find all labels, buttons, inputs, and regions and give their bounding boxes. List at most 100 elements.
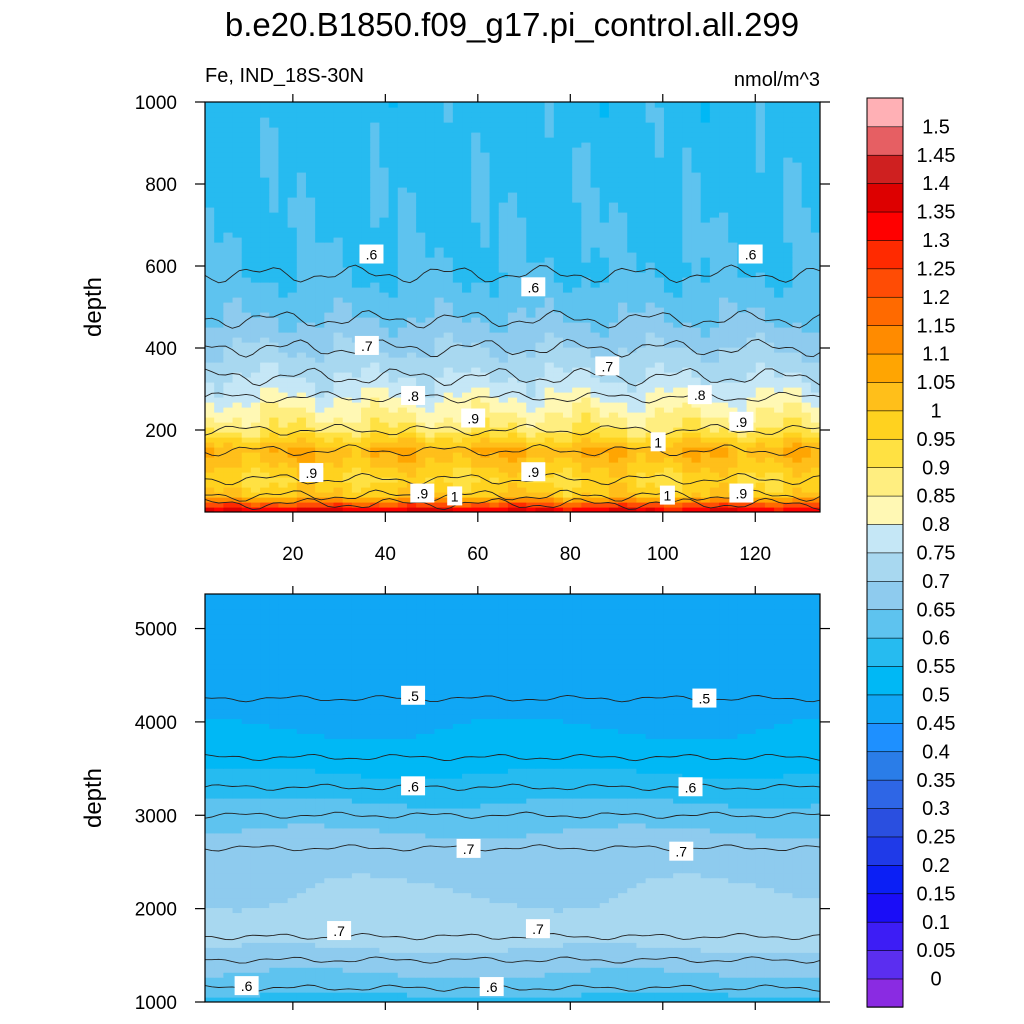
field-cell: [663, 282, 674, 288]
field-cell: [562, 437, 573, 443]
field-cell: [361, 137, 371, 143]
field-cell: [232, 227, 243, 233]
field-cell: [728, 202, 738, 208]
field-cell: [700, 372, 711, 378]
field-cell: [397, 282, 408, 288]
field-cell: [452, 237, 463, 243]
field-cell: [673, 282, 683, 288]
field-cell: [737, 407, 748, 413]
field-cell: [351, 237, 362, 243]
field-cell: [471, 282, 481, 288]
field-cell: [535, 432, 546, 438]
field-cell: [278, 372, 289, 378]
field-cell: [581, 232, 592, 238]
field-cell: [489, 332, 500, 338]
field-cell: [260, 267, 270, 273]
field-cell: [801, 257, 812, 263]
field-cell: [719, 367, 729, 373]
field-cell: [232, 222, 243, 228]
field-cell: [324, 212, 335, 218]
field-cell: [351, 452, 362, 458]
field-cell: [379, 182, 390, 188]
field-cell: [260, 302, 270, 308]
field-cell: [719, 237, 729, 243]
field-cell: [260, 362, 270, 368]
field-cell: [361, 182, 371, 188]
field-cell: [608, 417, 619, 423]
field-cell: [388, 267, 399, 273]
field-cell: [636, 477, 647, 483]
field-cell: [370, 177, 381, 183]
field-cell: [627, 302, 638, 308]
field-cell: [471, 182, 481, 188]
field-cell: [618, 457, 628, 463]
field-cell: [507, 477, 518, 483]
field-cell: [608, 312, 619, 318]
field-cell: [379, 302, 390, 308]
field-cell: [305, 322, 316, 328]
field-cell: [562, 367, 573, 373]
field-cell: [425, 192, 436, 198]
field-cell: [379, 162, 390, 168]
field-cell: [700, 452, 711, 458]
field-cell: [223, 217, 234, 223]
field-cell: [462, 472, 472, 478]
field-cell: [388, 382, 399, 388]
field-cell: [562, 412, 573, 418]
field-cell: [214, 207, 224, 213]
field-cell: [324, 377, 335, 383]
field-cell: [719, 447, 729, 453]
field-cell: [618, 447, 628, 453]
field-cell: [452, 272, 463, 278]
field-cell: [507, 197, 518, 203]
field-cell: [214, 322, 224, 328]
field-cell: [397, 437, 408, 443]
field-cell: [535, 352, 546, 358]
field-cell: [223, 142, 234, 148]
field-cell: [397, 352, 408, 358]
field-cell: [250, 377, 261, 383]
field-cell: [535, 207, 546, 213]
field-cell: [471, 177, 481, 183]
field-cell: [452, 507, 463, 512]
field-cell: [792, 472, 803, 478]
field-cell: [636, 462, 647, 468]
field-cell: [232, 407, 243, 413]
field-cell: [232, 452, 243, 458]
field-cell: [590, 317, 601, 323]
field-cell: [324, 327, 335, 333]
field-cell: [507, 157, 518, 163]
field-cell: [223, 182, 234, 188]
field-cell: [232, 177, 243, 183]
field-cell: [618, 387, 628, 393]
field-cell: [260, 392, 270, 398]
field-cell: [544, 182, 555, 188]
field-cell: [223, 302, 234, 308]
field-cell: [498, 472, 509, 478]
field-cell: [774, 362, 784, 368]
field-cell: [572, 492, 582, 498]
field-cell: [673, 182, 683, 188]
field-cell: [388, 212, 399, 218]
field-cell: [792, 287, 803, 293]
field-cell: [315, 437, 325, 443]
field-cell: [205, 197, 215, 203]
field-cell: [434, 357, 445, 363]
field-cell: [654, 242, 665, 248]
field-cell: [728, 287, 738, 293]
field-cell: [792, 257, 803, 263]
field-cell: [305, 452, 316, 458]
field-cell: [663, 147, 674, 153]
field-cell: [361, 427, 371, 433]
field-cell: [783, 182, 794, 188]
field-cell: [498, 147, 509, 153]
field-cell: [755, 267, 766, 273]
field-cell: [682, 302, 693, 308]
field-cell: [810, 157, 820, 163]
field-cell: [590, 172, 601, 178]
field-cell: [241, 332, 252, 338]
field-cell: [333, 247, 344, 253]
field-cell: [709, 302, 720, 308]
field-cell: [480, 232, 491, 238]
field-cell: [663, 482, 674, 488]
